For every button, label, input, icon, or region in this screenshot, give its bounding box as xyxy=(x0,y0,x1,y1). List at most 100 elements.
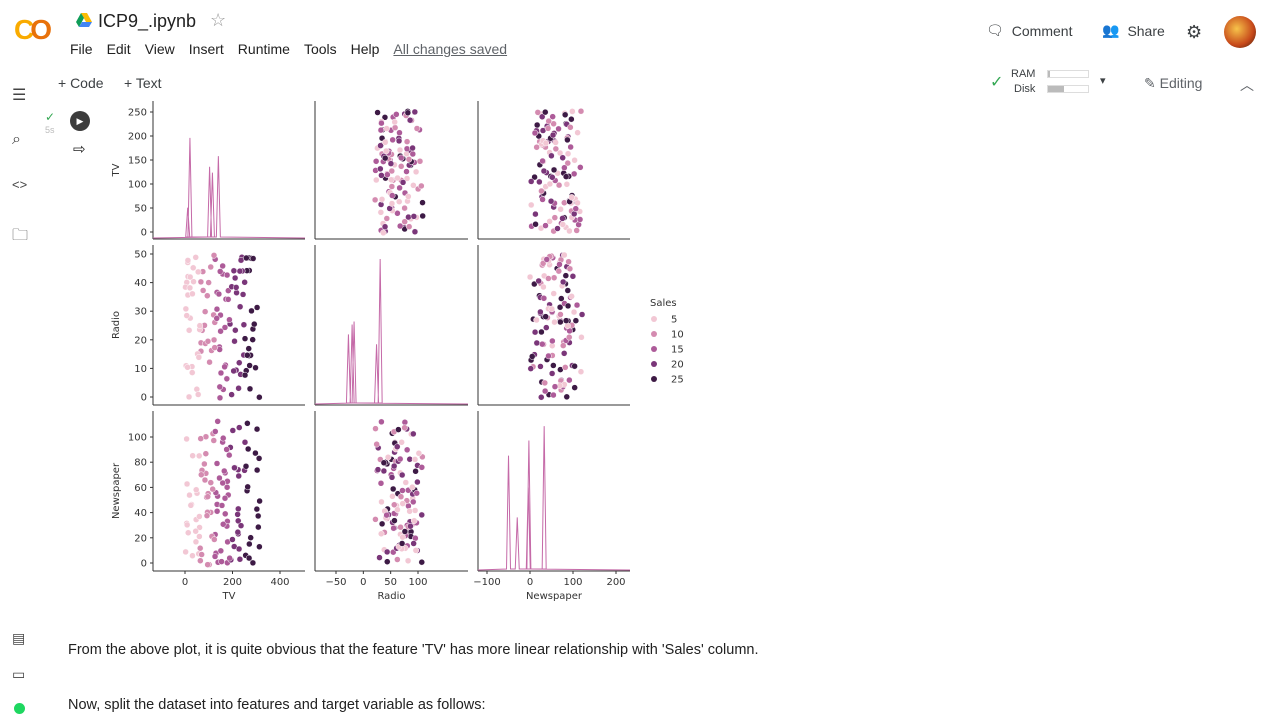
scatter-point xyxy=(564,287,572,294)
scatter-point xyxy=(398,540,406,547)
scatter-point xyxy=(542,139,550,147)
scatter-point xyxy=(378,520,386,528)
scatter-point xyxy=(390,524,397,532)
scatter-point xyxy=(552,139,559,146)
terminal-icon[interactable]: ▭ xyxy=(12,666,26,682)
scatter-point xyxy=(248,307,255,315)
scatter-point xyxy=(571,362,578,370)
scatter-point xyxy=(255,455,263,462)
scatter-point xyxy=(380,229,387,237)
save-status[interactable]: All changes saved xyxy=(393,41,508,57)
scatter-point xyxy=(405,156,413,163)
scatter-point xyxy=(378,119,385,127)
scatter-point xyxy=(189,290,196,298)
scatter-point xyxy=(559,154,566,162)
scatter-point xyxy=(388,200,396,207)
scatter-point xyxy=(394,210,401,217)
dropdown-arrow-icon[interactable]: ▾ xyxy=(1100,75,1106,87)
run-cell-button[interactable]: ▶ xyxy=(70,111,90,131)
star-icon[interactable]: ☆ xyxy=(210,10,227,30)
scatter-point xyxy=(535,277,542,285)
scatter-point xyxy=(418,182,425,190)
settings-gear-icon[interactable]: ⚙ xyxy=(1186,22,1203,42)
scatter-point xyxy=(556,303,564,311)
scatter-point xyxy=(398,471,406,479)
connection-status-icon[interactable] xyxy=(14,703,25,714)
scatter-point xyxy=(548,370,556,377)
editing-mode-button[interactable]: ✎ Editing xyxy=(1144,75,1203,91)
scatter-point xyxy=(405,502,412,510)
menu-edit[interactable]: Edit xyxy=(106,41,131,57)
scatter-point xyxy=(194,268,202,276)
y-tick-label: 20 xyxy=(134,533,147,544)
scatter-point xyxy=(409,144,416,152)
scatter-point xyxy=(543,324,550,331)
scatter-point xyxy=(206,358,213,366)
toc-icon[interactable]: ☰ xyxy=(12,87,27,104)
scatter-point xyxy=(568,194,575,201)
menu-view[interactable]: View xyxy=(144,41,175,57)
scatter-point xyxy=(538,187,545,195)
scatter-point xyxy=(209,485,216,493)
scatter-point xyxy=(235,472,242,480)
scatter-point xyxy=(226,554,233,562)
scatter-point xyxy=(213,460,221,467)
code-snippets-icon[interactable]: <> xyxy=(12,177,28,192)
menu-insert[interactable]: Insert xyxy=(188,41,224,57)
scatter-point xyxy=(402,479,410,486)
scatter-point xyxy=(216,383,224,391)
scatter-point xyxy=(405,193,412,200)
scatter-point xyxy=(235,545,243,553)
scatter-point xyxy=(377,201,385,208)
scatter-point xyxy=(410,540,417,547)
markdown-text: Now, split the dataset into features and… xyxy=(68,697,486,713)
scatter-point xyxy=(552,145,560,153)
scatter-point xyxy=(378,172,385,179)
scatter-point xyxy=(207,479,215,486)
scatter-point xyxy=(383,548,391,556)
add-code-button[interactable]: + Code xyxy=(58,75,104,91)
scatter-point xyxy=(183,480,191,488)
collapse-chevron-icon[interactable]: ︿ xyxy=(1240,77,1254,93)
x-tick-label: 200 xyxy=(606,577,625,588)
scatter-point xyxy=(241,439,249,446)
command-palette-icon[interactable]: ▤ xyxy=(12,630,26,646)
scatter-point xyxy=(537,308,544,316)
scatter-point xyxy=(544,125,552,132)
scatter-point xyxy=(391,124,399,131)
avatar[interactable] xyxy=(1224,16,1256,48)
menu-tools[interactable]: Tools xyxy=(303,41,337,57)
scatter-point xyxy=(381,154,389,162)
scatter-point xyxy=(399,179,407,186)
scatter-point xyxy=(561,111,569,119)
x-axis-label: Newspaper xyxy=(526,591,583,602)
scatter-point xyxy=(234,511,241,518)
search-icon[interactable]: ⌕ xyxy=(12,131,21,148)
notebook-title[interactable]: ICP9_.ipynb xyxy=(98,11,197,31)
scatter-point xyxy=(231,337,238,345)
scatter-point xyxy=(377,165,384,173)
menu-runtime[interactable]: Runtime xyxy=(237,41,290,57)
scatter-point xyxy=(395,198,403,205)
folder-icon[interactable]: 🗀 xyxy=(12,227,29,244)
scatter-point xyxy=(192,527,199,535)
legend: Sales 5 10 15 20 25 xyxy=(650,298,684,386)
menu-help[interactable]: Help xyxy=(350,41,380,57)
scatter-point xyxy=(566,265,574,273)
pairplot-panel: 0 50 100 150 200 250 TV xyxy=(111,101,306,240)
output-action-icon[interactable]: ⇨ xyxy=(73,141,86,158)
menu-file[interactable]: File xyxy=(70,41,93,57)
scatter-point xyxy=(201,460,208,468)
scatter-point xyxy=(237,522,245,529)
scatter-point xyxy=(562,364,569,371)
scatter-point xyxy=(377,142,384,149)
colab-logo[interactable]: CO xyxy=(14,14,52,45)
add-text-button[interactable]: + Text xyxy=(124,75,162,91)
y-axis-label: TV xyxy=(111,163,122,177)
comment-button[interactable]: 🗨 Comment xyxy=(986,22,1073,39)
scatter-point xyxy=(183,435,190,443)
share-button[interactable]: 👥 Share xyxy=(1102,22,1165,39)
scatter-point xyxy=(564,159,572,167)
scatter-point xyxy=(393,111,400,118)
scatter-point xyxy=(195,452,203,460)
